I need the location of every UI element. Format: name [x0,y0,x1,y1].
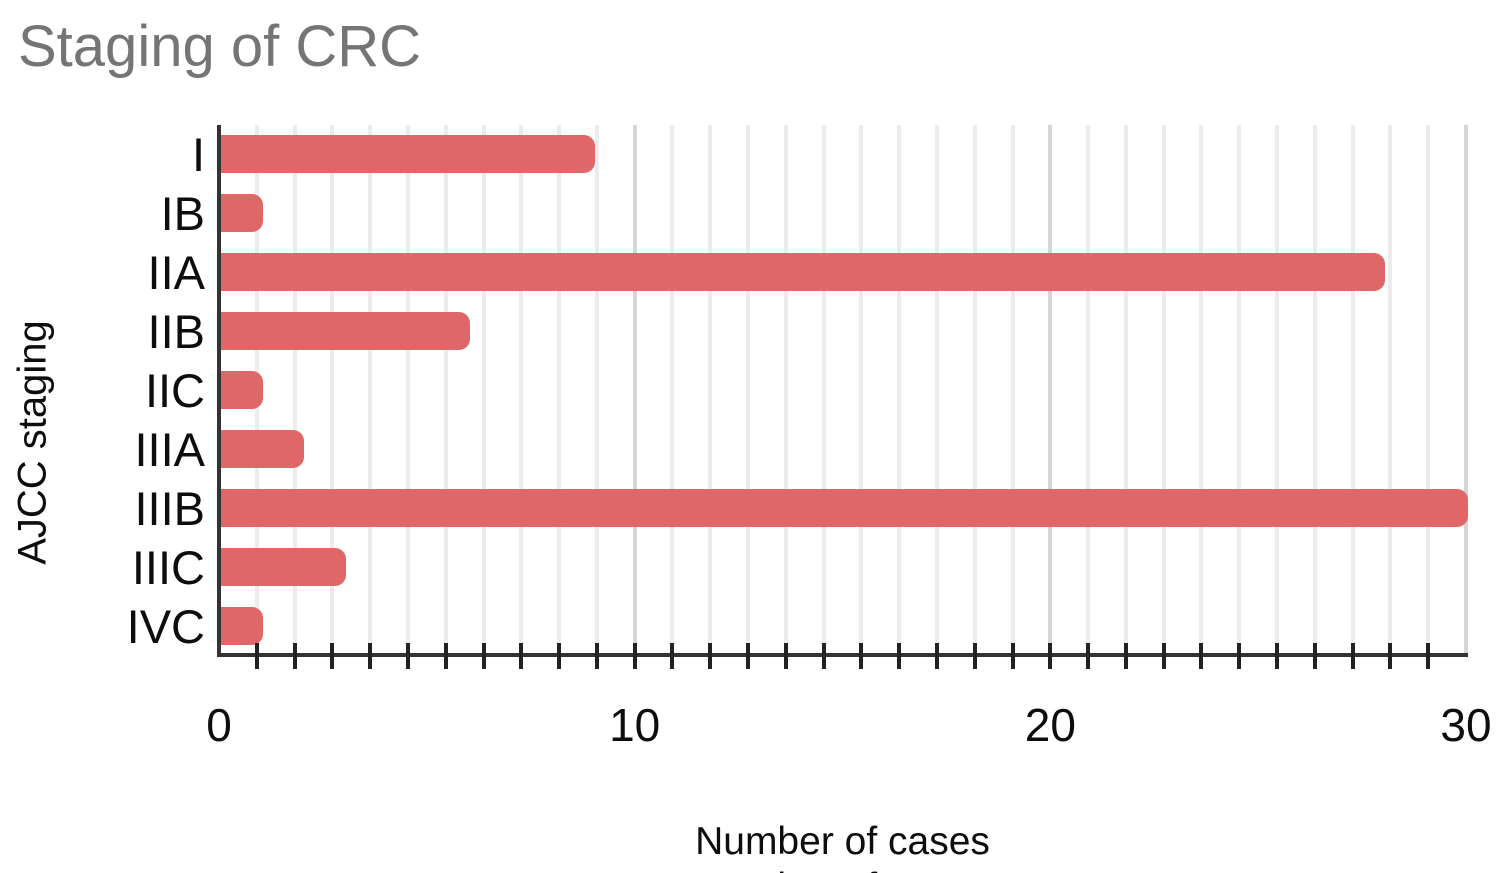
minor-gridline [481,125,486,655]
x-axis-tick [1123,643,1128,669]
minor-gridline [859,125,864,655]
x-axis-tick [1350,643,1355,669]
minor-gridline [1237,125,1242,655]
minor-gridline [1199,125,1204,655]
x-tick-label-10: 10 [609,699,661,751]
x-axis-tick [783,643,788,669]
y-axis-title: AJCC staging [10,320,55,565]
x-axis-title: Number of cases [695,820,990,863]
y-category-label-I: I [191,128,205,181]
minor-gridline [519,125,524,655]
y-category-label-IIA: IIA [147,246,205,299]
x-axis-tick [670,643,675,669]
x-axis-tick [1237,643,1242,669]
x-axis-tick [746,643,751,669]
minor-gridline [1086,125,1091,655]
minor-gridline [972,125,977,655]
minor-gridline [1312,125,1317,655]
bar-IB [221,194,263,232]
y-category-label-IIC: IIC [144,364,205,417]
minor-gridline [746,125,751,655]
y-category-label-IIIA: IIIA [134,423,205,476]
major-gridline [1048,125,1053,655]
bar-IVC [221,607,263,645]
minor-gridline [670,125,675,655]
x-axis-tick [934,643,939,669]
x-axis-tick [859,643,864,669]
x-axis-tick [1275,643,1280,669]
bar-IIC [221,371,263,409]
x-axis-tick [443,643,448,669]
x-axis-tick [481,643,486,669]
minor-gridline [1275,125,1280,655]
bar-IIA [221,253,1385,291]
x-axis-tick [405,643,410,669]
x-axis-tick [557,643,562,669]
x-axis-tick [897,643,902,669]
y-category-label-IVC: IVC [126,600,205,653]
minor-gridline [292,125,297,655]
bar-I [221,135,595,173]
y-category-label-IIB: IIB [147,305,205,358]
y-category-label-IB: IB [160,187,205,240]
minor-gridline [405,125,410,655]
y-category-label-IIIC: IIIC [131,541,205,594]
bar-IIIA [221,430,304,468]
minor-gridline [821,125,826,655]
minor-gridline [368,125,373,655]
minor-gridline [783,125,788,655]
x-axis-line [217,653,1468,657]
x-axis-tick [1388,643,1393,669]
minor-gridline [1426,125,1431,655]
minor-gridline [443,125,448,655]
minor-gridline [1123,125,1128,655]
minor-gridline [1350,125,1355,655]
x-axis-tick [330,643,335,669]
bar-IIIB [221,489,1468,527]
y-category-label-IIIB: IIIB [134,482,205,535]
x-axis-tick [972,643,977,669]
major-gridline [632,125,637,655]
x-axis-tick [1010,643,1015,669]
minor-gridline [708,125,713,655]
x-axis-tick [292,643,297,669]
minor-gridline [1161,125,1166,655]
plot-area [219,125,1468,655]
major-gridline [1464,125,1468,655]
x-tick-label-0: 0 [206,699,232,751]
minor-gridline [330,125,335,655]
x-axis-tick [1312,643,1317,669]
x-axis-tick [519,643,524,669]
x-axis-tick [1086,643,1091,669]
bar-IIB [221,312,470,350]
x-axis-title-clipped-duplicate: Number of cases [219,866,1466,873]
minor-gridline [934,125,939,655]
x-axis-tick [1161,643,1166,669]
x-axis-tick [708,643,713,669]
x-axis-tick [1199,643,1204,669]
x-axis-tick [1048,643,1053,669]
minor-gridline [557,125,562,655]
chart-title: Staging of CRC [18,14,421,79]
minor-gridline [1010,125,1015,655]
x-axis-tick [254,643,259,669]
bar-IIIC [221,548,346,586]
y-axis-line [217,125,221,657]
x-axis-tick [632,643,637,669]
x-axis-tick [368,643,373,669]
x-tick-label-30: 30 [1440,699,1492,751]
minor-gridline [897,125,902,655]
minor-gridline [1388,125,1393,655]
x-axis-tick [1426,643,1431,669]
x-axis-tick [821,643,826,669]
minor-gridline [594,125,599,655]
x-axis-tick [594,643,599,669]
x-tick-label-20: 20 [1024,699,1076,751]
